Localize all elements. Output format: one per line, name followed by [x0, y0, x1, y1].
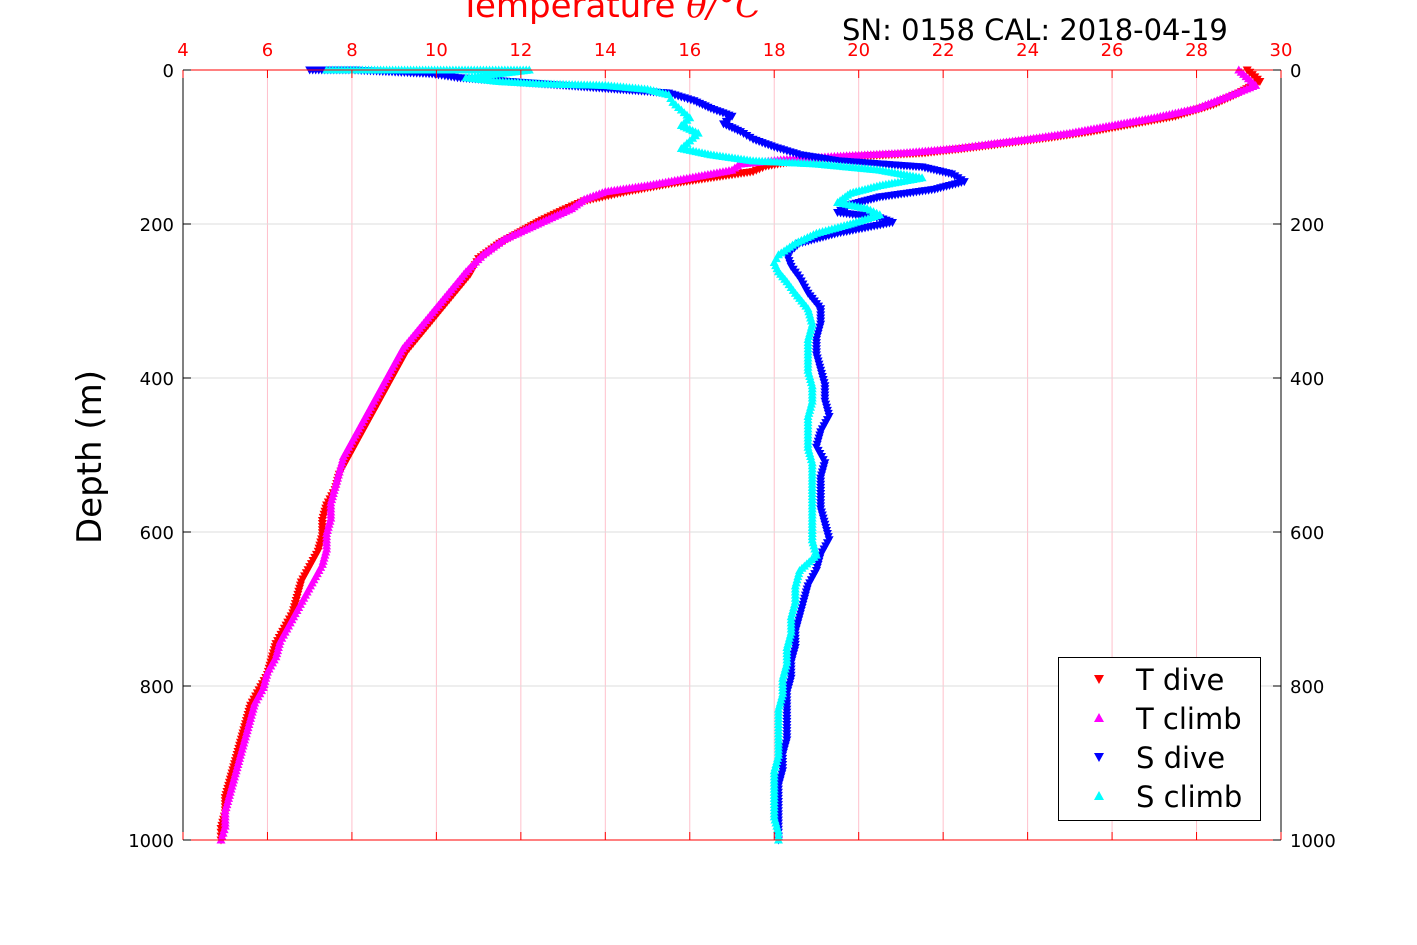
chart-title-text: Temperature [460, 0, 676, 26]
x-tick-label: 6 [262, 40, 273, 61]
y-tick-label-right: 600 [1290, 523, 1324, 544]
grid [183, 70, 1281, 840]
chart-title-symbol: θ/°C [686, 0, 762, 26]
x-tick-label: 30 [1270, 40, 1293, 61]
y-tick-label: 200 [140, 215, 174, 236]
y-tick-label: 600 [140, 523, 174, 544]
x-tick-label: 10 [425, 40, 448, 61]
legend-item-s-dive: S dive [1059, 738, 1260, 777]
series-s-dive [305, 66, 969, 845]
y-tick-label-right: 1000 [1290, 831, 1336, 852]
y-tick-label-right: 400 [1290, 369, 1324, 390]
y-axis-label: Depth (m) [70, 369, 110, 545]
x-tick-label: 28 [1185, 40, 1208, 61]
series-t-climb [216, 65, 1261, 844]
x-tick-label: 26 [1101, 40, 1124, 61]
x-tick-label: 4 [177, 40, 188, 61]
x-tick-label: 14 [594, 40, 617, 61]
chart-subtitle: SN: 0158 CAL: 2018-04-19 [842, 13, 1228, 47]
series-layer [216, 65, 1265, 845]
y-tick-label: 0 [163, 61, 174, 82]
x-tick-label: 16 [678, 40, 701, 61]
legend: T dive T climb S dive S climb [1058, 657, 1261, 821]
y-tick-label: 1000 [128, 831, 174, 852]
y-tick-label-right: 200 [1290, 215, 1324, 236]
legend-label-s-dive: S dive [1136, 741, 1226, 775]
legend-label-t-climb: T climb [1136, 702, 1242, 736]
x-tick-label: 20 [847, 40, 870, 61]
legend-item-s-climb: S climb [1059, 777, 1260, 816]
chart-title: Temperature θ/°C [460, 0, 761, 26]
legend-marker-s-dive [1094, 753, 1104, 762]
x-tick-label: 22 [932, 40, 955, 61]
x-tick-label: 8 [346, 40, 357, 61]
legend-item-t-climb: T climb [1059, 699, 1260, 738]
y-tick-label: 800 [140, 677, 174, 698]
legend-label-s-climb: S climb [1136, 780, 1243, 814]
legend-label-t-dive: T dive [1136, 663, 1225, 697]
x-tick-label: 24 [1016, 40, 1039, 61]
legend-marker-t-climb [1094, 713, 1104, 722]
legend-marker-t-dive [1094, 675, 1104, 684]
y-tick-label-right: 800 [1290, 677, 1324, 698]
legend-marker-s-climb [1094, 791, 1104, 800]
y-tick-label-right: 0 [1290, 61, 1301, 82]
legend-item-t-dive: T dive [1059, 660, 1260, 699]
series-s-climb [322, 65, 927, 844]
x-tick-label: 12 [509, 40, 532, 61]
x-tick-label: 18 [763, 40, 786, 61]
y-tick-label: 400 [140, 369, 174, 390]
